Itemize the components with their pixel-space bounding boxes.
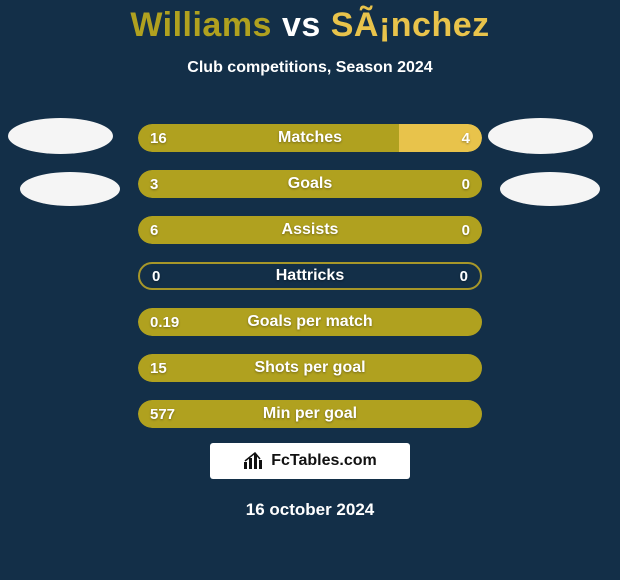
logo-text: FcTables.com (271, 452, 377, 470)
player2-avatar (488, 118, 593, 154)
stat-right-value: 0 (462, 170, 470, 198)
fctables-logo[interactable]: FcTables.com (210, 443, 410, 479)
stat-left-value: 3 (150, 170, 158, 198)
stat-label: Min per goal (138, 400, 482, 428)
stat-left-value: 0 (152, 264, 160, 288)
player2-name: SÃ¡nchez (331, 6, 490, 44)
player2-club-avatar (500, 172, 600, 206)
stat-label: Shots per goal (138, 354, 482, 382)
player1-avatar (8, 118, 113, 154)
comparison-title: Williams vs SÃ¡nchez (0, 0, 620, 45)
stat-label: Assists (138, 216, 482, 244)
stat-left-value: 15 (150, 354, 167, 382)
stat-right-value: 4 (462, 124, 470, 152)
stat-label: Hattricks (140, 264, 480, 288)
date-text: 16 october 2024 (0, 500, 620, 520)
stat-row-hattricks: Hattricks0 0 (138, 262, 482, 290)
stat-row-assists: Assists6 0 (138, 216, 482, 244)
stat-left-value: 6 (150, 216, 158, 244)
stat-row-matches: Matches16 4 (138, 124, 482, 152)
stat-left-value: 577 (150, 400, 175, 428)
stat-label: Goals per match (138, 308, 482, 336)
stat-row-mpg: Min per goal577 (138, 400, 482, 428)
stat-right-value: 0 (462, 216, 470, 244)
stat-label: Goals (138, 170, 482, 198)
stat-row-goals: Goals3 0 (138, 170, 482, 198)
stat-row-gpm: Goals per match0.19 (138, 308, 482, 336)
stat-row-spg: Shots per goal15 (138, 354, 482, 382)
stat-left-value: 16 (150, 124, 167, 152)
player1-club-avatar (20, 172, 120, 206)
stat-label: Matches (138, 124, 482, 152)
stats-rows: Matches164Goals30Assists60Hattricks00Goa… (138, 124, 482, 446)
subtitle: Club competitions, Season 2024 (0, 59, 620, 77)
bars-icon (243, 452, 265, 470)
stat-left-value: 0.19 (150, 308, 179, 336)
player1-name: Williams (130, 6, 272, 44)
stat-right-value: 0 (460, 264, 468, 288)
vs-text: vs (282, 6, 321, 44)
